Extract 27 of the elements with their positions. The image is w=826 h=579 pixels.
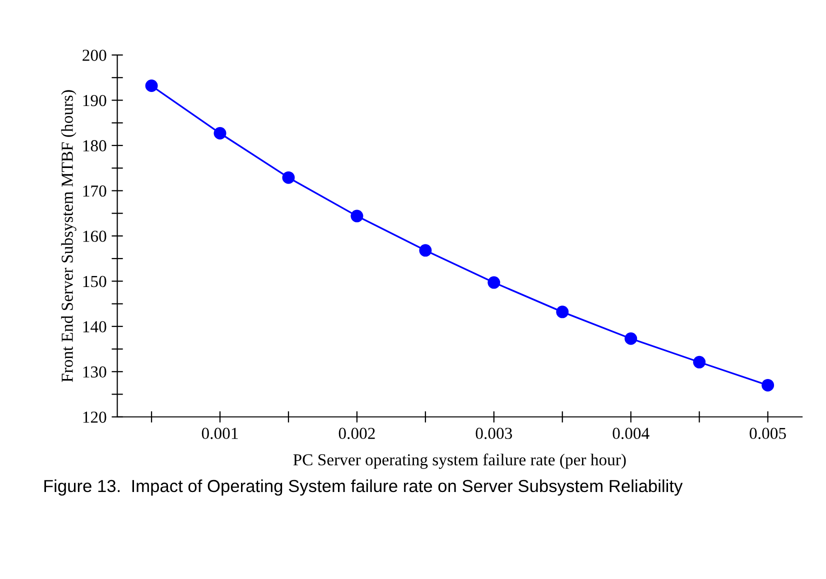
point bbox=[145, 80, 158, 92]
point bbox=[762, 378, 774, 392]
point bbox=[624, 332, 638, 345]
y-tick-label: 130 bbox=[83, 366, 106, 378]
x-tick-label: 0.004 bbox=[612, 428, 650, 440]
point bbox=[282, 171, 295, 184]
x-tick-label: 0.002 bbox=[338, 428, 375, 440]
y-tick-label: 160 bbox=[83, 230, 106, 242]
x-tick-label: 0.003 bbox=[476, 428, 512, 440]
caption: Figure 13. Impact of Operating System failure rate on Server Subsystem Reliability bbox=[44, 479, 683, 496]
point bbox=[693, 356, 706, 368]
point bbox=[556, 306, 569, 318]
point bbox=[350, 210, 364, 222]
point bbox=[419, 244, 432, 257]
y-tick-label: 150 bbox=[83, 276, 106, 288]
x-tick-label: 0.001 bbox=[202, 428, 238, 440]
y-axis-title: Front End Server Subsystem MTBF (hours) bbox=[61, 90, 76, 382]
point bbox=[488, 276, 500, 289]
y-tick-label: 120 bbox=[83, 412, 106, 423]
y-tick-label: 200 bbox=[82, 50, 106, 61]
y-tick-label: 140 bbox=[83, 321, 106, 332]
point bbox=[214, 127, 226, 140]
y-tick-label: 180 bbox=[83, 140, 106, 152]
x-axis-title: PC Server operating system failure rate (per hour) bbox=[293, 454, 626, 469]
x-tick-label: 0.005 bbox=[750, 428, 786, 440]
y-tick-label: 190 bbox=[83, 94, 106, 106]
y-tick-label: 170 bbox=[83, 185, 106, 197]
